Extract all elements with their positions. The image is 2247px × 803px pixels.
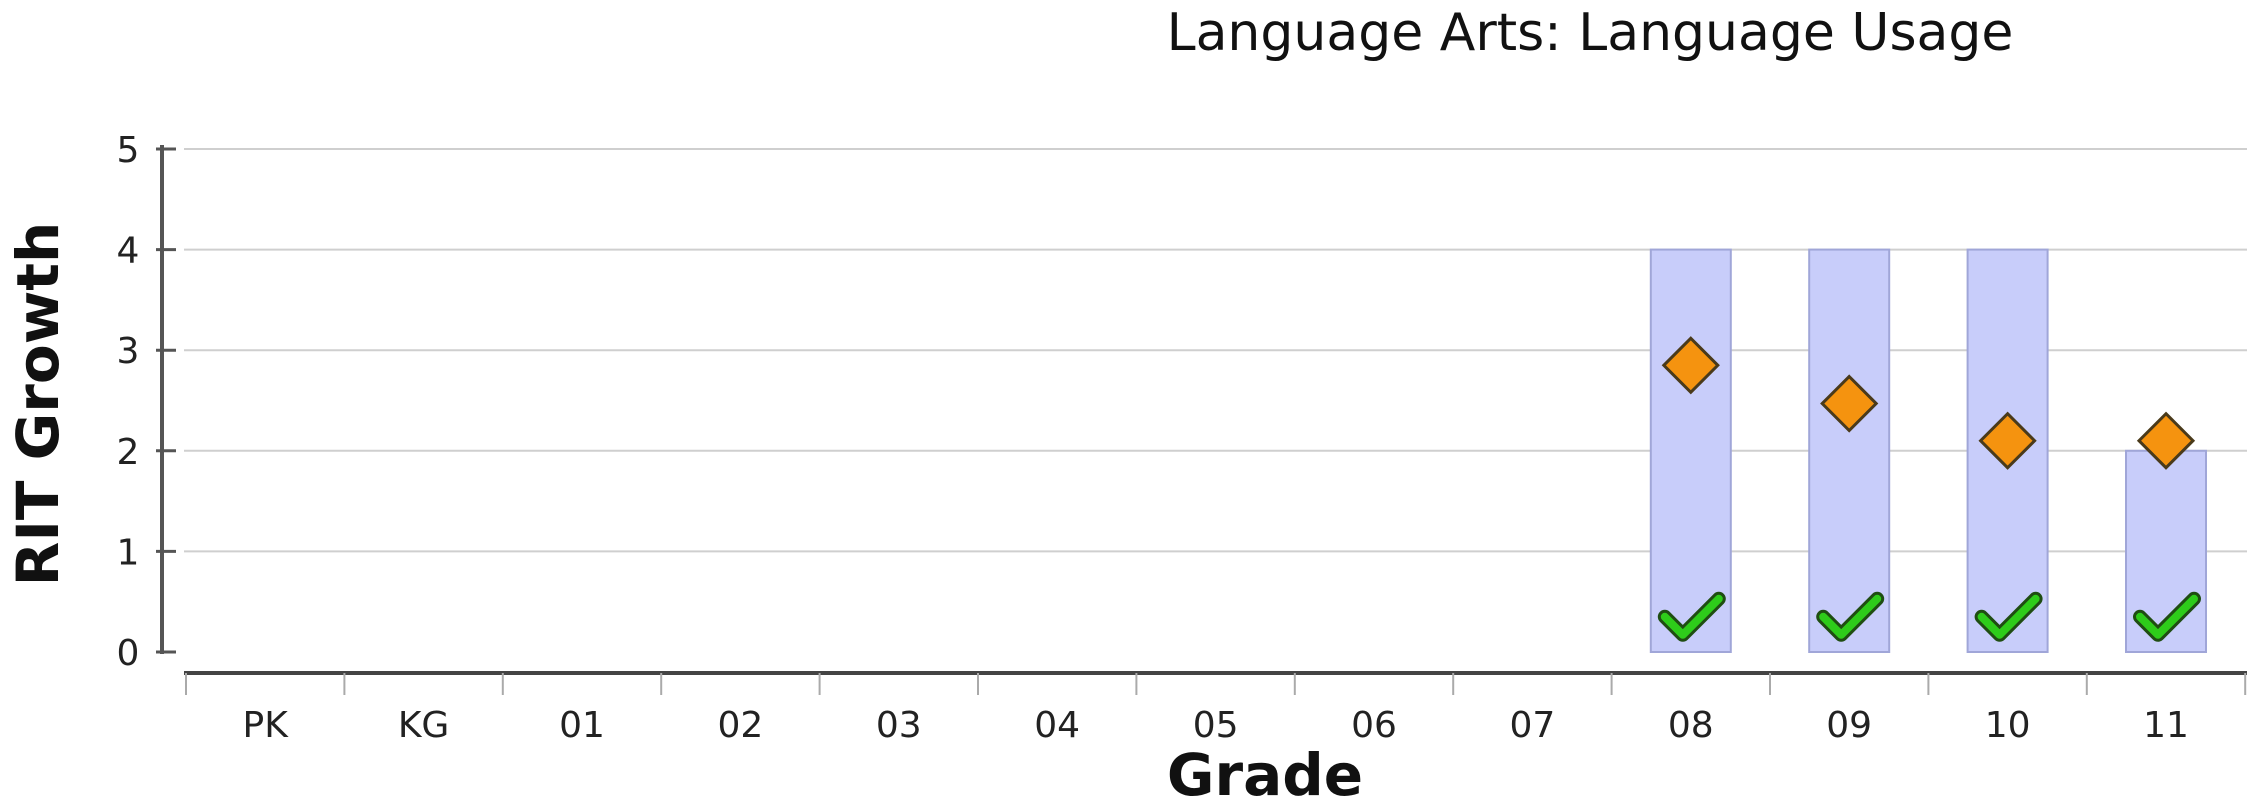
x-tick-label: 02 xyxy=(717,705,763,746)
diamond-point xyxy=(2136,411,2196,470)
x-tick-label: 06 xyxy=(1351,705,1397,746)
bars xyxy=(1649,248,2207,653)
bar xyxy=(1808,248,1891,653)
axes xyxy=(160,145,2247,675)
x-tick-label: 05 xyxy=(1193,705,1239,746)
x-tick-label: 07 xyxy=(1509,705,1555,746)
y-tick-label: 2 xyxy=(117,432,140,473)
x-axis-label: Grade xyxy=(1167,741,1363,803)
bar xyxy=(1649,248,1732,653)
checkmark-icon xyxy=(1660,594,1723,639)
grid xyxy=(184,148,2247,553)
x-tick-label: 11 xyxy=(2143,705,2189,746)
x-tick-label: 01 xyxy=(559,705,605,746)
x-tick-label: 03 xyxy=(876,705,922,746)
checkmark-icon xyxy=(2136,594,2198,639)
chart-title: Language Arts: Language Usage xyxy=(1167,3,2014,63)
x-tick-label: 08 xyxy=(1668,705,1714,746)
checkmark-icon xyxy=(1819,594,1882,639)
y-axis-label: RIT Growth xyxy=(4,222,72,587)
checkmark-icon xyxy=(1977,594,2040,639)
y-tick-label: 1 xyxy=(117,532,140,573)
diamond-point xyxy=(1661,336,1720,395)
x-tick-label: 04 xyxy=(1034,705,1080,746)
diamond-point xyxy=(1820,374,1879,433)
y-tick-label: 0 xyxy=(117,633,140,674)
x-tick-label: PK xyxy=(243,705,290,746)
y-tick-label: 3 xyxy=(117,331,140,372)
x-tick-label: KG xyxy=(398,705,450,746)
x-tick-label: 10 xyxy=(1985,705,2031,746)
markers xyxy=(1657,336,2201,642)
diamond-point xyxy=(1978,411,2037,470)
x-tick-label: 09 xyxy=(1826,705,1872,746)
y-tick-label: 4 xyxy=(117,231,140,272)
y-tick-label: 5 xyxy=(117,130,140,171)
